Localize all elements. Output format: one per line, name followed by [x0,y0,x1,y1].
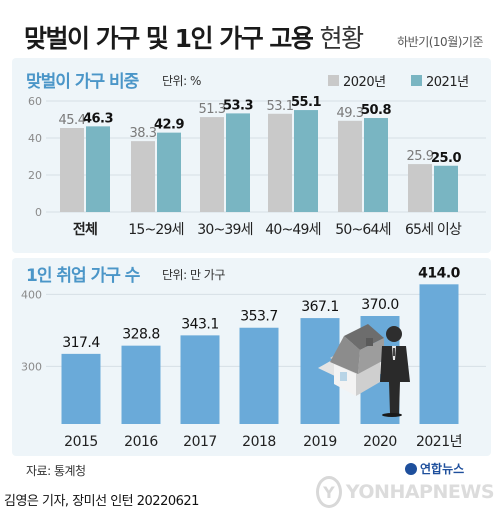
chart2-data-label: 317.4 [62,335,100,351]
chart1-data-label: 45.4 [59,113,86,128]
legend-label-2021: 2021년 [426,75,469,90]
chart1-data-label: 42.9 [154,118,185,133]
chart1-bar-2020 [408,164,432,212]
chart1-category-label: 40~49세 [265,222,320,238]
chart1-y-tick: 40 [28,132,42,145]
chart2-category-label: 2020 [363,434,397,450]
chart2-data-label: 414.0 [418,265,461,281]
legend-swatch-2020 [328,75,339,86]
page-title: 맞벌이 가구 및 1인 가구 고용 현황 [24,19,365,55]
chart2-y-tick: 300 [21,360,42,373]
chart1-data-label: 25.9 [407,149,434,164]
chart2-category-label: 2017 [183,434,217,450]
chart1-bar-2021 [434,165,458,212]
chart1-data-label: 53.1 [267,99,294,114]
chart1-bar-2020 [200,117,224,212]
credit-line: 김영은 기자, 장미선 인턴 20220621 [4,494,199,509]
yonhap-watermark: Y YONHAPNEWS [316,472,495,512]
legend-2020: 2020년 [328,71,386,90]
chart2-category-label: 2019 [303,434,337,450]
chart1-data-label: 25.0 [431,151,462,166]
title-light: 현황 [319,24,365,53]
chart1-category-label: 50~64세 [335,222,390,238]
chart1-category-label: 30~39세 [197,222,252,238]
house-icon [318,324,392,396]
chart1-data-label: 55.1 [291,95,322,110]
chart1-bar-2021 [294,110,318,212]
chart1-bar-2021 [157,132,181,212]
chart2-category-label: 2018 [242,434,276,450]
chart2-data-label: 328.8 [122,327,160,343]
chart1-data-label: 50.8 [361,103,392,118]
period-note: 하반기(10월)기준 [397,35,483,49]
yonhap-logo-icon [405,462,417,475]
chart1-unit: 단위: % [162,74,201,88]
watermark-text: YONHAPNEWS [345,481,495,503]
chart1-bar-2020 [131,141,155,212]
chart2-y-tick: 400 [21,288,42,301]
chart2-bar [180,335,220,424]
chart1-bar-2021 [226,113,250,212]
chart2-unit: 단위: 만 가구 [162,268,225,282]
legend-label-2020: 2020년 [343,75,386,90]
chart1-y-tick: 60 [28,95,42,108]
chart2-category-label: 2021년 [416,434,462,450]
chart2-data-label: 367.1 [301,299,339,315]
legend-2021: 2021년 [411,71,469,90]
watermark-icon: Y [316,476,342,508]
chart2-data-label: 370.0 [361,297,399,313]
yonhap-logo-text: 연합뉴스 [420,462,465,476]
person-icon [380,326,410,417]
chart1-bar-2020 [60,128,84,212]
chart1-bar-2021 [86,126,110,212]
chart1-bar-2020 [338,120,362,212]
chart1-bar-2021 [364,118,388,212]
chart1-data-label: 53.3 [223,98,254,113]
chart2-data-label: 343.1 [181,316,219,332]
chart1-data-label: 49.3 [337,106,364,121]
legend-swatch-2021 [411,75,422,86]
chart2-bar [239,327,279,424]
chart1-y-tick: 20 [28,169,42,182]
chart2-title: 1인 취업 가구 수 [26,266,140,286]
chart2-category-label: 2015 [64,434,98,450]
chart1-category-label: 65세 이상 [405,222,462,238]
chart1-bar-2020 [268,113,292,212]
chart2-bar [121,345,161,424]
yonhap-logo-small: 연합뉴스 [405,460,464,477]
chart1-data-label: 51.3 [199,102,226,117]
chart1-data-label: 46.3 [83,111,114,126]
chart1-category-label: 15~29세 [128,222,183,238]
chart2-category-label: 2016 [124,434,158,450]
chart2-bar [419,284,459,424]
chart1-data-label: 38.3 [130,126,157,141]
chart1-category-label: 전체 [73,221,97,238]
chart2-data-label: 353.7 [240,309,278,325]
chart2-bar [61,353,101,424]
chart1-title: 맞벌이 가구 비중 [26,72,139,92]
title-bold: 맞벌이 가구 및 1인 가구 고용 [24,24,314,53]
chart1-y-tick: 0 [35,206,42,219]
source-note: 자료: 통계청 [26,464,86,478]
